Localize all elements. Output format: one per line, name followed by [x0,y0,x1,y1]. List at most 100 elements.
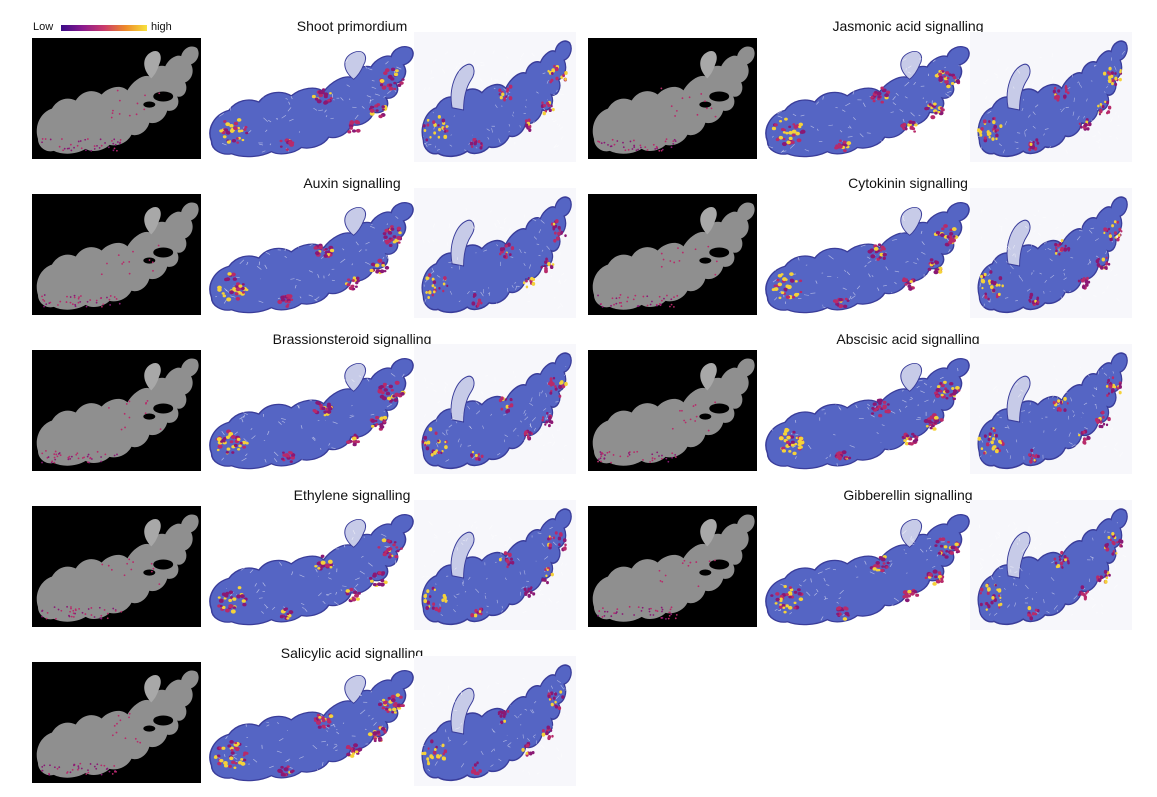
expression-spot [98,606,101,609]
expression-spot [1066,402,1069,405]
expression-spot [692,405,695,407]
tissue-texture-line [355,241,359,246]
tissue-texture-line [386,598,388,602]
tissue-texture-line [432,112,434,114]
tissue-texture-line [394,262,399,264]
expression-spot [924,576,928,580]
spatial-3d-panel [414,32,576,162]
tissue-texture-line [221,457,225,461]
expression-spot [104,142,106,144]
expression-spot [944,387,948,390]
tissue-texture-line [380,127,384,130]
tissue-texture-line [307,695,311,699]
tissue-texture-line [236,378,238,382]
expression-spot [150,570,153,573]
tissue-texture-line [870,414,875,418]
tissue-texture-line [501,610,503,613]
tissue-texture-line [343,544,346,548]
tissue-texture-line [1087,260,1092,266]
expression-spot [443,276,447,281]
expression-spot [554,700,557,704]
expression-spot [69,771,72,774]
expression-spot [384,550,388,554]
expression-spot [1109,538,1112,542]
expression-spot [103,764,106,767]
expression-spot [907,594,912,598]
expression-spot [388,384,394,389]
tissue-texture-line [996,536,1001,539]
tissue-texture-line [1028,114,1031,118]
expression-spot [323,94,328,99]
expression-spot [391,710,395,714]
tissue-texture-line [396,769,401,773]
tissue-texture-line [474,521,477,523]
expression-spot [430,739,434,744]
expression-spot [217,285,222,290]
tissue-texture-line [987,110,992,114]
tissue-texture-line [1053,605,1058,610]
expression-spot [445,125,449,128]
expression-spot [374,104,378,108]
expression-spot [285,304,289,308]
expression-spot [687,564,690,567]
expression-spot [635,149,638,152]
expression-spot [1096,262,1101,267]
expression-spot [907,284,912,289]
expression-spot [1054,561,1058,565]
expression-spot [393,398,398,402]
tissue-texture-line [453,609,456,613]
expression-spot [118,142,121,144]
tissue-texture-line [284,255,287,258]
expression-spot [557,536,562,541]
tissue-texture-line [457,68,460,73]
expression-spot [661,580,664,583]
expression-spot [84,613,87,616]
expression-spot [41,141,43,144]
expression-spot [881,565,885,568]
tissue-texture-line [1006,449,1009,453]
tissue-texture-line [822,96,824,100]
expression-spot [988,120,991,123]
expression-spot [1107,392,1110,395]
expression-spot [95,767,98,770]
expression-spot [351,597,357,602]
tissue-texture-line [314,296,320,301]
expression-spot [326,410,332,414]
tissue-texture-line [920,230,923,234]
expression-spot [796,138,802,143]
tissue-texture-line [249,569,254,574]
expression-spot [152,567,155,570]
tissue-texture-line [1014,602,1017,607]
expression-spot [234,746,240,752]
expression-spot [1119,70,1122,74]
tissue-texture-line [1035,104,1039,108]
tissue-texture-line [1027,84,1030,87]
expression-spot [770,594,774,597]
tissue-texture-line [288,118,294,122]
expression-spot [328,560,333,564]
tissue-texture-line [234,431,239,435]
expression-spot [379,385,384,389]
expression-spot [1061,566,1064,569]
expression-spot [552,376,556,380]
expression-spot [401,704,405,708]
expression-spot [392,703,398,708]
tissue-texture-line [508,123,510,127]
tissue-texture-line [503,414,507,416]
tissue-texture-line [1083,402,1088,405]
expression-spot [241,286,245,290]
tissue-texture-line [1069,442,1073,445]
tissue-texture-line [1020,389,1024,392]
tissue-texture-line [1087,212,1091,215]
expression-spot [1114,82,1118,87]
tissue-texture-line [450,545,454,550]
tissue-texture-line [825,567,831,570]
tissue-texture-line [460,219,464,222]
expression-spot [545,574,548,578]
tissue-texture-line [1024,128,1028,132]
tissue-texture-line [369,453,373,457]
expression-spot [613,143,616,146]
expression-spot [382,700,388,705]
tissue-texture-line [287,697,289,701]
tissue-texture-line [522,769,524,772]
